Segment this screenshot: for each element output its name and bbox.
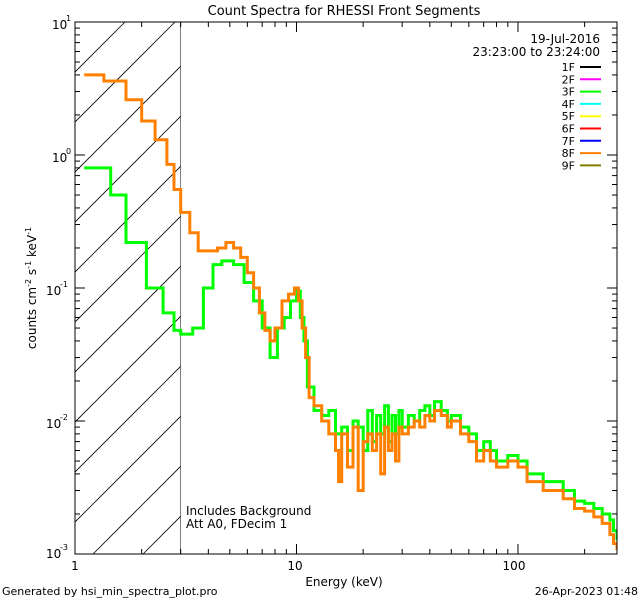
hatch-line	[75, 115, 181, 223]
legend-label-9F: 9F	[562, 159, 575, 172]
y-tick-label-1e-2: 10 -2	[46, 413, 68, 431]
x-tick-label-1: 1	[71, 559, 79, 573]
hatch-line	[75, 365, 181, 473]
hatch-line	[75, 415, 181, 523]
series-8F-line	[84, 73, 617, 550]
legend-label-3F: 3F	[562, 86, 575, 99]
series-layer	[84, 73, 617, 550]
svg-text:10: 10	[46, 417, 61, 431]
svg-text:1: 1	[66, 14, 71, 23]
series-3F-line	[84, 166, 617, 541]
chart-title: Count Spectra for RHESSI Front Segments	[208, 4, 481, 19]
legend-label-4F: 4F	[562, 98, 575, 111]
svg-text:0: 0	[66, 147, 71, 156]
svg-text:10: 10	[52, 18, 67, 32]
svg-text:-3: -3	[60, 543, 68, 552]
legend-label-2F: 2F	[562, 73, 575, 86]
svg-text:-2: -2	[60, 413, 68, 422]
footer-generated-by: Generated by hsi_min_spectra_plot.pro	[2, 585, 218, 598]
y-tick-label-1e0: 10 0	[52, 147, 71, 165]
axis-ticks	[74, 22, 617, 555]
date-label: 19-Jul-2016	[530, 32, 600, 46]
hatch-line	[75, 215, 181, 323]
svg-text:10: 10	[46, 284, 61, 298]
time-range-label: 23:23:00 to 23:24:00	[473, 45, 600, 59]
annotation-background: Includes Background	[186, 504, 311, 518]
legend-label-7F: 7F	[562, 135, 575, 148]
legend-label-6F: 6F	[562, 123, 575, 136]
svg-text:-1: -1	[60, 280, 68, 289]
x-tick-label-10: 10	[287, 559, 302, 573]
y-tick-label-1e1: 10 1	[52, 14, 71, 32]
svg-text:10: 10	[46, 547, 61, 561]
hatch-line	[75, 315, 181, 423]
hatch-line	[75, 22, 176, 123]
x-axis-label: Energy (keV)	[305, 575, 382, 589]
annotation-attenuator: Att A0, FDecim 1	[186, 517, 287, 531]
svg-text:10: 10	[52, 151, 67, 165]
legend-label-5F: 5F	[562, 110, 575, 123]
hatch-line	[75, 65, 181, 173]
x-tick-label-100: 100	[503, 559, 526, 573]
y-tick-label-1e-3: 10 -3	[46, 543, 68, 561]
y-axis-label: counts cm-2 s-1 keV-1	[24, 227, 39, 349]
footer-timestamp: 26-Apr-2023 01:48	[535, 585, 638, 598]
legend-label-1F: 1F	[562, 61, 575, 74]
legend-label-8F: 8F	[562, 147, 575, 160]
y-tick-label-1e-1: 10 -1	[46, 280, 68, 298]
